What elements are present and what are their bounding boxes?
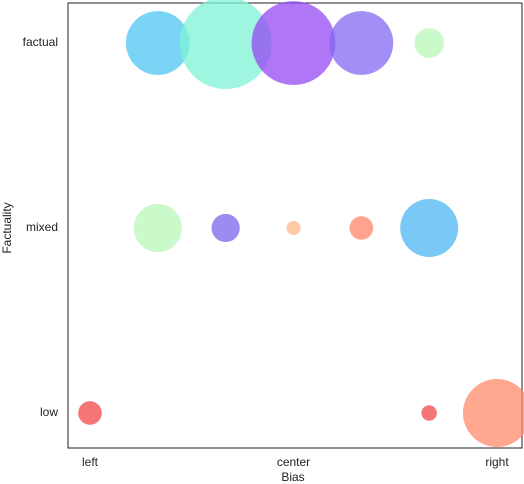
bubble [400,199,459,257]
bubble [286,220,301,236]
bubble [329,11,394,75]
bubble [78,401,102,425]
x-tick-label: right [485,455,509,469]
y-tick-label: factual [23,35,58,49]
bubble [421,405,437,421]
x-tick-label: left [82,455,99,469]
bubble [251,1,336,85]
x-tick-label: center [277,455,310,469]
bubble [179,0,272,89]
bubble [462,378,524,448]
y-axis-label: Factuality [0,202,14,253]
y-tick-label: low [40,405,58,419]
bubble [125,11,190,75]
bubble [414,28,444,58]
y-tick-label: mixed [26,220,58,234]
bubble [211,213,240,243]
x-axis-label: Bias [281,470,304,484]
bubble [133,203,182,253]
bubble [349,216,374,240]
